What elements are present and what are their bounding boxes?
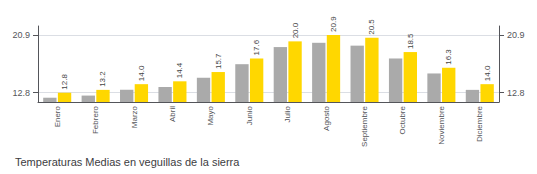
svg-text:20.0: 20.0 xyxy=(291,22,300,38)
svg-text:Marzo: Marzo xyxy=(130,105,139,128)
svg-text:14.0: 14.0 xyxy=(483,65,492,81)
svg-text:20.9: 20.9 xyxy=(507,30,525,40)
svg-text:20.9: 20.9 xyxy=(12,30,30,40)
svg-text:12.8: 12.8 xyxy=(12,88,30,98)
svg-text:14.0: 14.0 xyxy=(137,65,146,81)
svg-text:12.8: 12.8 xyxy=(507,88,525,98)
svg-text:16.3: 16.3 xyxy=(444,49,453,65)
svg-text:Noviembre: Noviembre xyxy=(437,105,446,144)
svg-text:Septiembre: Septiembre xyxy=(360,105,369,146)
svg-text:Diciembre: Diciembre xyxy=(475,105,484,142)
svg-text:14.4: 14.4 xyxy=(175,62,184,78)
svg-text:15.7: 15.7 xyxy=(214,53,223,69)
svg-text:17.6: 17.6 xyxy=(252,39,261,55)
svg-text:Enero: Enero xyxy=(53,105,62,127)
svg-text:Abril: Abril xyxy=(168,106,177,122)
svg-text:13.2: 13.2 xyxy=(98,71,107,87)
svg-text:20.9: 20.9 xyxy=(329,16,338,32)
svg-text:Temperaturas Medias en veguill: Temperaturas Medias en veguillas de la s… xyxy=(15,156,240,168)
svg-text:18.5: 18.5 xyxy=(406,33,415,49)
svg-text:Agosto: Agosto xyxy=(322,105,331,130)
svg-text:Mayo: Mayo xyxy=(206,105,215,125)
svg-text:Julio: Julio xyxy=(283,105,292,122)
svg-text:Octubre: Octubre xyxy=(398,105,407,134)
svg-text:Junio: Junio xyxy=(245,105,254,125)
svg-text:20.5: 20.5 xyxy=(367,19,376,35)
svg-text:Febrero: Febrero xyxy=(91,105,100,134)
svg-text:12.8: 12.8 xyxy=(60,74,69,90)
